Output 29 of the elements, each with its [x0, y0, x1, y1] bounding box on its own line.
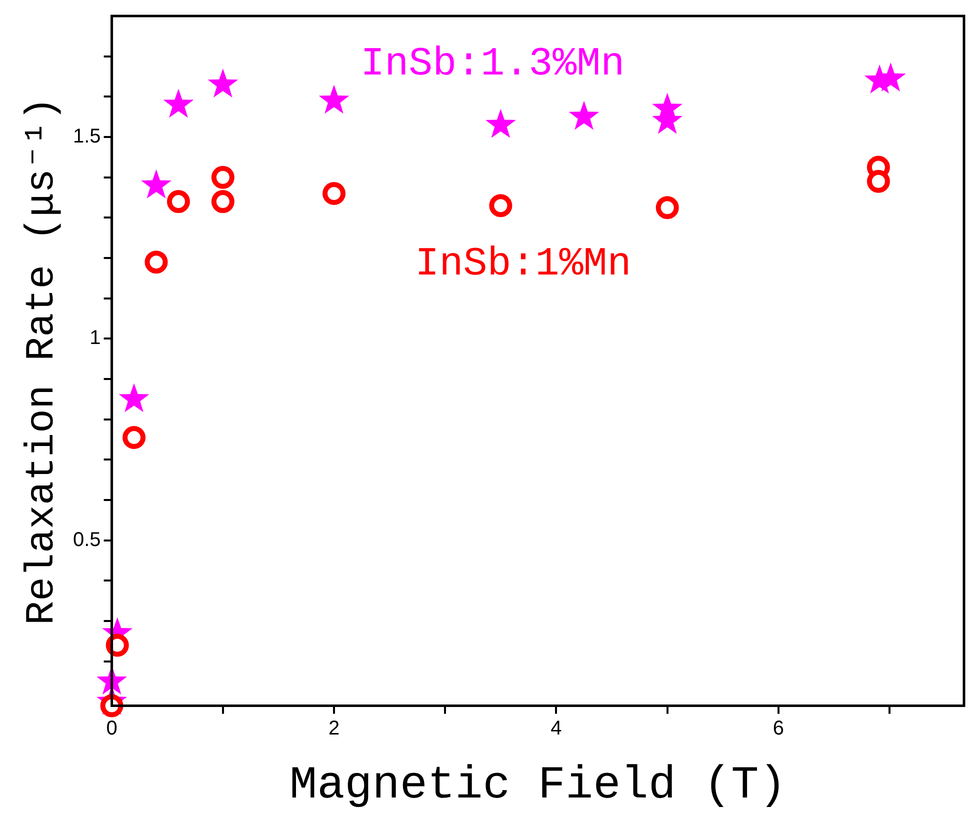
point: [166, 190, 190, 214]
point: [208, 68, 238, 98]
series-label: InSb:1%Mn: [415, 242, 632, 288]
point: [163, 88, 194, 118]
point: [122, 426, 146, 450]
point: [489, 194, 512, 218]
point: [106, 634, 129, 657]
point: [118, 383, 150, 412]
x-axis-title: Magnetic Field (T): [289, 760, 786, 812]
point: [144, 250, 168, 274]
y-tick-label: 1.5: [72, 126, 101, 148]
point: [318, 84, 350, 114]
y-tick-label: 0.5: [72, 528, 101, 551]
x-tick-label: 2: [328, 717, 340, 740]
y-tick-label: 1: [90, 327, 101, 350]
point: [485, 108, 516, 138]
point: [656, 196, 679, 220]
point: [875, 62, 906, 92]
point: [866, 170, 890, 193]
point: [141, 169, 172, 198]
series-label: InSb:1.3%Mn: [360, 42, 625, 88]
point: [322, 182, 346, 205]
x-tick-label: 6: [772, 717, 784, 740]
point: [211, 190, 234, 214]
point: [568, 100, 600, 130]
x-tick-label: 4: [550, 717, 562, 740]
x-tick-label: 0: [106, 717, 118, 740]
point: [211, 166, 234, 189]
y-axis-title: Relaxation Rate (μs⁻¹): [20, 96, 66, 625]
